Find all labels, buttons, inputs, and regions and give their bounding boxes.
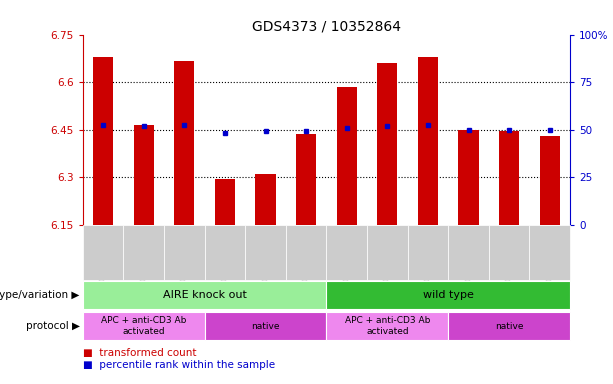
Text: APC + anti-CD3 Ab
activated: APC + anti-CD3 Ab activated bbox=[345, 316, 430, 336]
Bar bbox=[215, 179, 235, 225]
Bar bbox=[337, 87, 357, 225]
Text: native: native bbox=[495, 321, 524, 331]
Bar bbox=[93, 57, 113, 225]
Bar bbox=[377, 63, 397, 225]
Text: genotype/variation ▶: genotype/variation ▶ bbox=[0, 290, 80, 300]
Bar bbox=[134, 125, 154, 225]
Text: ■  transformed count: ■ transformed count bbox=[83, 348, 196, 358]
Bar bbox=[459, 130, 479, 225]
Bar bbox=[296, 134, 316, 225]
Text: ■  percentile rank within the sample: ■ percentile rank within the sample bbox=[83, 360, 275, 370]
Text: wild type: wild type bbox=[423, 290, 474, 300]
Bar bbox=[418, 57, 438, 225]
Text: AIRE knock out: AIRE knock out bbox=[162, 290, 246, 300]
Bar bbox=[499, 131, 519, 225]
Text: protocol ▶: protocol ▶ bbox=[26, 321, 80, 331]
Bar bbox=[174, 61, 194, 225]
Bar bbox=[539, 136, 560, 225]
Text: APC + anti-CD3 Ab
activated: APC + anti-CD3 Ab activated bbox=[101, 316, 186, 336]
Bar bbox=[256, 174, 276, 225]
Title: GDS4373 / 10352864: GDS4373 / 10352864 bbox=[252, 20, 401, 33]
Text: native: native bbox=[251, 321, 280, 331]
